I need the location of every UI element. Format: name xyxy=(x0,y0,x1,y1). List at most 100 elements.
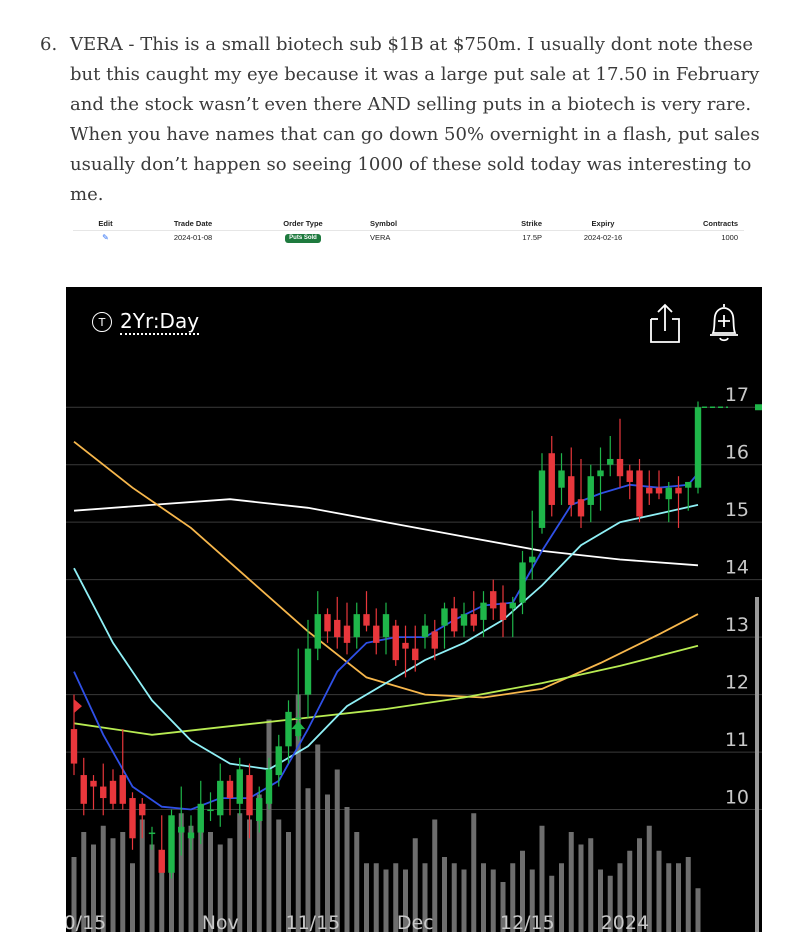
volume-bar xyxy=(617,863,623,932)
volume-bar xyxy=(169,825,174,932)
y-tick-label: 10 xyxy=(725,787,749,809)
volume-bar xyxy=(442,857,447,932)
share-icon[interactable] xyxy=(648,301,682,345)
volume-bar xyxy=(256,794,262,932)
volume-bar xyxy=(305,788,311,932)
last-price-tag xyxy=(755,404,762,411)
candle-body xyxy=(636,470,643,517)
candle-body xyxy=(70,729,78,764)
volume-bar xyxy=(315,744,321,932)
candle-body xyxy=(655,487,663,494)
candle-body xyxy=(451,608,458,632)
volume-bar xyxy=(139,819,145,932)
y-tick-label: 13 xyxy=(725,614,749,636)
y-tick-label: 16 xyxy=(725,442,749,464)
candle-body xyxy=(295,717,302,720)
volume-bar xyxy=(354,832,360,932)
volume-bar xyxy=(81,832,87,932)
volume-bar xyxy=(539,825,545,932)
candle-body xyxy=(373,625,380,643)
volume-bar xyxy=(325,794,330,932)
buy-arrow-marker xyxy=(291,721,306,737)
sell-arrow-marker xyxy=(74,699,82,714)
volume-bar xyxy=(130,863,135,932)
candle-body xyxy=(392,625,399,661)
contracts-cell: 1000 xyxy=(721,233,738,242)
volume-bar xyxy=(393,863,399,932)
candle-body xyxy=(646,487,653,494)
candle-body xyxy=(197,803,204,833)
header-contracts: Contracts xyxy=(702,219,738,228)
volume-bar xyxy=(500,882,506,932)
timeframe-label[interactable]: 2Yr:Day xyxy=(120,309,200,335)
candle-body xyxy=(519,562,526,603)
chart-canvas: 10 11 12 13 14 15 16 17 10/15 Nov 11/15 Dec 12/15 202… xyxy=(66,384,762,932)
candle-body xyxy=(285,711,292,747)
ema_mid-line xyxy=(73,504,699,771)
volume-bar xyxy=(334,769,340,932)
trade-table: Edit Trade Date Order Type Symbol Strike… xyxy=(73,217,744,244)
x-tick-label: 2024 xyxy=(601,912,649,932)
candle-body xyxy=(685,481,692,488)
candle-body xyxy=(343,625,351,643)
volume-bar xyxy=(364,863,369,932)
stock-chart[interactable]: 10 11 12 13 14 15 16 17 10/15 Nov 11/15 Dec 12/15 202… xyxy=(66,287,762,932)
candle-body xyxy=(402,642,409,649)
x-tick-label: 10/15 xyxy=(66,912,106,932)
article-list-item: 6. VERA - This is a small biotech sub $1… xyxy=(40,30,760,210)
candle-body xyxy=(597,470,604,477)
candle-body xyxy=(509,602,516,609)
x-tick-label: Dec xyxy=(397,912,434,932)
sma_b-line xyxy=(73,644,699,736)
candle-body xyxy=(499,602,507,620)
volume-bar xyxy=(286,832,291,932)
header-edit: Edit xyxy=(98,219,113,228)
volume-bar xyxy=(383,869,389,932)
volume-bar xyxy=(529,869,535,932)
candle-body xyxy=(490,591,497,609)
candle-body xyxy=(363,614,370,626)
candle-body xyxy=(275,746,282,776)
edit-cell[interactable]: ✎ xyxy=(73,233,138,242)
volume-bar xyxy=(607,875,613,932)
volume-bar xyxy=(598,869,603,932)
volume-bar xyxy=(344,807,350,932)
candle-body xyxy=(616,458,624,477)
volume-bar xyxy=(422,863,428,932)
pencil-icon[interactable]: ✎ xyxy=(102,233,109,242)
candle-body xyxy=(558,470,565,488)
list-number: 6. xyxy=(40,34,58,55)
candle-body xyxy=(587,476,594,505)
volume-bar xyxy=(656,850,662,932)
candle-body xyxy=(548,453,555,505)
candle-body xyxy=(265,769,273,804)
volume-bar xyxy=(120,832,126,932)
candle-body xyxy=(421,625,429,638)
candle-body xyxy=(577,499,585,517)
candle-body xyxy=(109,780,117,804)
candle-body xyxy=(441,608,448,626)
alert-bell-icon[interactable] xyxy=(706,301,742,345)
timeframe-icon: T xyxy=(92,312,112,332)
volume-bar xyxy=(373,863,379,932)
volume-bar xyxy=(510,863,516,932)
volume-bar xyxy=(91,844,96,932)
volume-bar xyxy=(666,863,672,932)
candle-body xyxy=(187,832,195,839)
candle-body xyxy=(217,780,224,816)
y-tick-label: 15 xyxy=(725,499,749,521)
timeframe-selector[interactable]: T 2Yr:Day xyxy=(92,309,200,335)
volume-bar xyxy=(471,813,477,932)
candle-body xyxy=(460,614,468,626)
candle-body xyxy=(675,487,682,494)
candle-body xyxy=(694,407,702,488)
volume-scroll-bar xyxy=(755,597,759,932)
candle-body xyxy=(148,832,156,835)
volume-bar xyxy=(110,838,116,932)
volume-bar xyxy=(461,869,467,932)
candle-body xyxy=(226,780,234,799)
y-tick-label: 12 xyxy=(725,672,749,694)
volume-bar xyxy=(100,825,106,932)
volume-bar xyxy=(578,844,584,932)
candle-body xyxy=(626,470,633,482)
